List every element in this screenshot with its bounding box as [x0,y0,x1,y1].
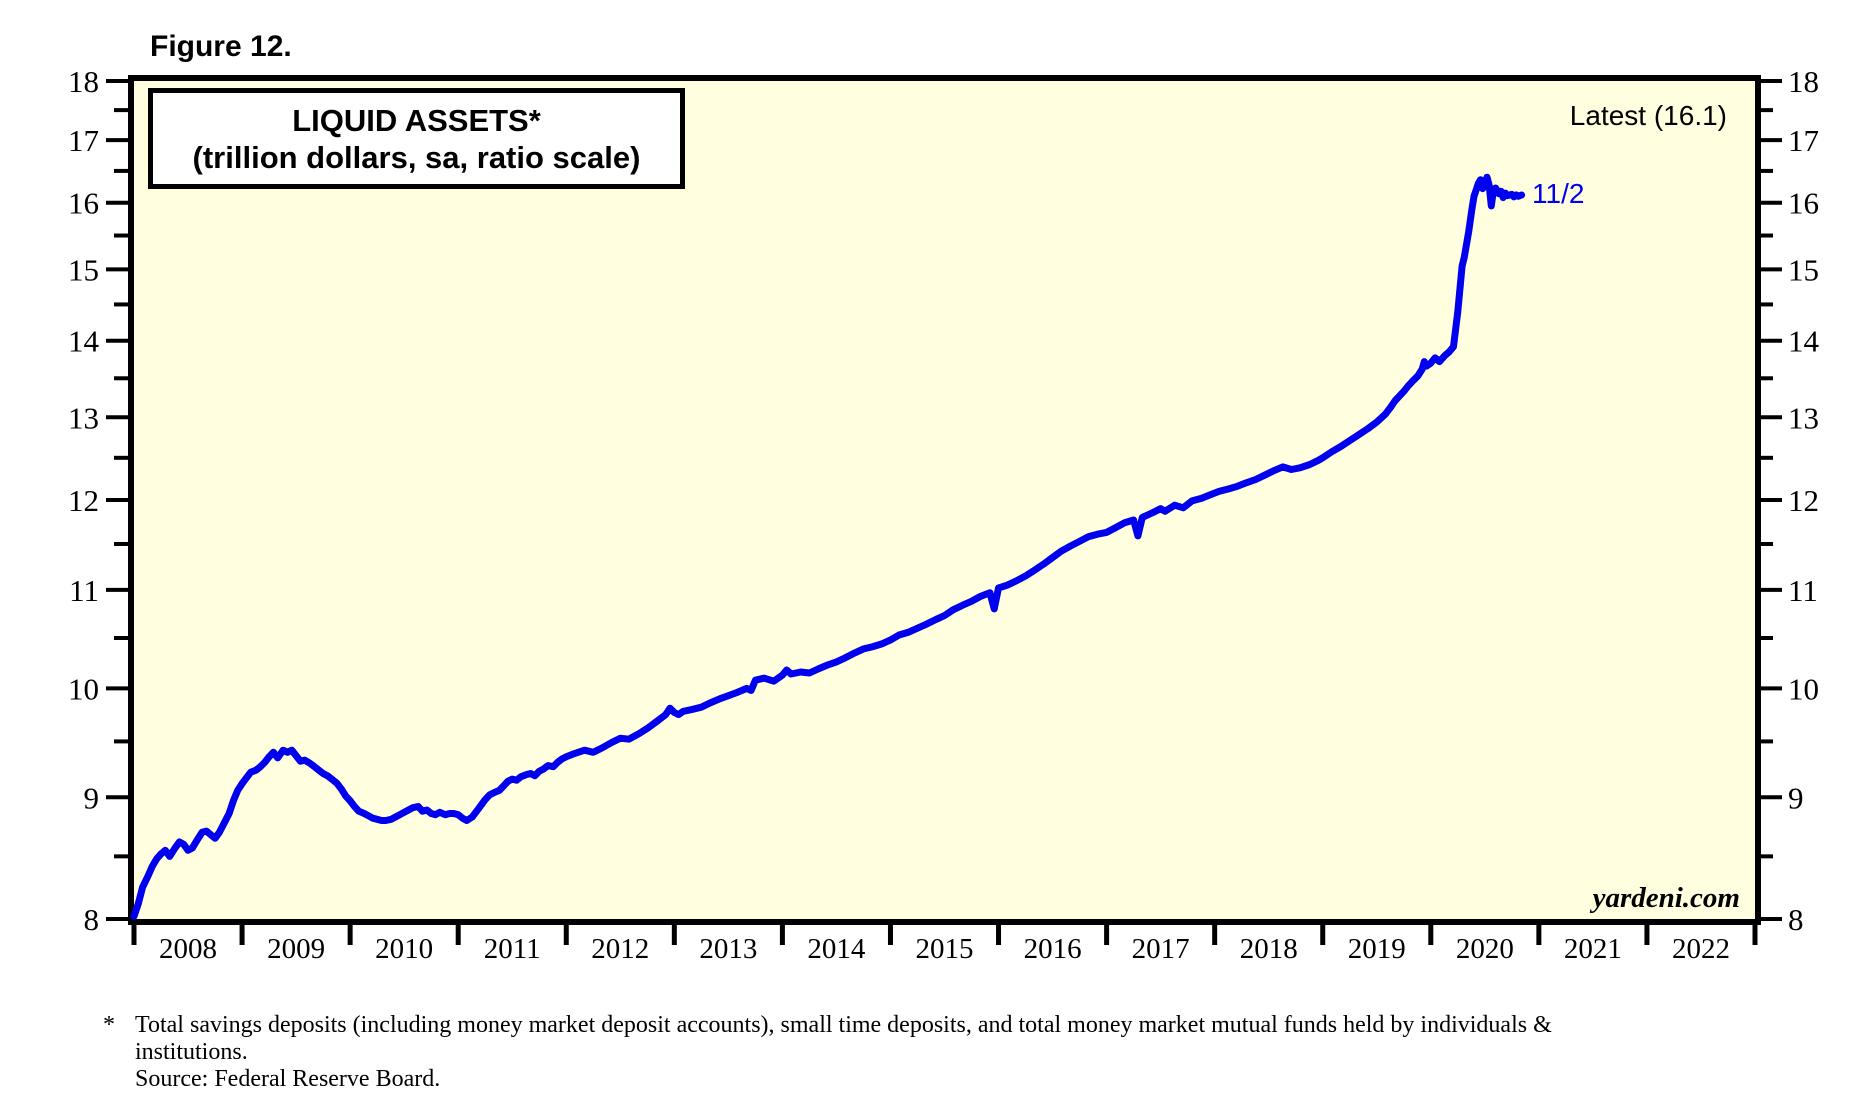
y-axis-label-left-15: 15 [68,252,99,287]
y-axis-label-right-15: 15 [1788,252,1819,287]
x-axis-year-label-2009: 2009 [267,933,325,965]
y-axis-label-left-10: 10 [68,671,99,706]
x-axis-year-label-2008: 2008 [159,933,217,965]
latest-value-label: Latest (16.1) [1569,100,1727,131]
y-axis-label-right-17: 17 [1788,123,1819,158]
x-axis-year-label-2016: 2016 [1024,933,1082,965]
footnote-line-1: Total savings deposits (including money … [135,1012,1552,1038]
y-axis-label-left-8: 8 [84,902,100,937]
plot-area [128,75,1761,925]
y-axis-label-left-16: 16 [68,186,99,221]
chart-subtitle: (trillion dollars, sa, ratio scale) [192,139,641,175]
footnote-asterisk: * [103,1012,115,1038]
yardeni-watermark: yardeni.com [1592,882,1740,914]
y-axis-label-left-14: 14 [68,324,100,359]
y-axis-label-right-16: 16 [1788,186,1819,221]
y-axis-label-left-9: 9 [84,780,100,815]
x-axis-year-label-2011: 2011 [484,933,541,965]
x-axis-year-label-2010: 2010 [375,933,433,965]
footnote: * Total savings deposits (including mone… [103,1012,1743,1093]
footnote-line-3: Source: Federal Reserve Board. [135,1066,441,1092]
x-axis-year-label-2021: 2021 [1564,933,1622,965]
y-axis-label-right-11: 11 [1788,573,1818,608]
x-axis-year-label-2013: 2013 [699,933,757,965]
x-axis-year-label-2020: 2020 [1456,933,1514,965]
footnote-text: Total savings deposits (including money … [135,1012,1552,1093]
x-axis-year-label-2022: 2022 [1672,933,1730,965]
footnote-line-2: institutions. [135,1039,248,1065]
y-axis-label-left-11: 11 [69,573,99,608]
x-axis-year-label-2017: 2017 [1132,933,1190,965]
y-axis-label-right-12: 12 [1788,483,1819,518]
liquid-assets-series-line [130,173,1526,920]
x-axis-year-label-2015: 2015 [916,933,974,965]
series-end-date-label: 11/2 [1532,178,1585,209]
x-axis-year-label-2014: 2014 [807,933,866,965]
chart-title-box: LIQUID ASSETS* (trillion dollars, sa, ra… [148,88,685,189]
y-axis-label-right-8: 8 [1788,902,1804,937]
y-axis-label-left-12: 12 [68,483,99,518]
figure-number-label: Figure 12. [150,30,292,63]
x-axis-year-label-2012: 2012 [591,933,649,965]
x-axis-year-label-2019: 2019 [1348,933,1406,965]
y-axis-label-left-17: 17 [68,123,99,158]
chart-title: LIQUID ASSETS* [292,102,541,138]
y-axis-label-right-18: 18 [1788,64,1819,99]
y-axis-label-left-18: 18 [68,64,99,99]
y-axis-label-left-13: 13 [68,400,99,435]
y-axis-label-right-9: 9 [1788,780,1804,815]
x-axis-year-label-2018: 2018 [1240,933,1298,965]
y-axis-label-right-10: 10 [1788,671,1819,706]
y-axis-label-right-13: 13 [1788,400,1819,435]
y-axis-label-right-14: 14 [1788,324,1820,359]
